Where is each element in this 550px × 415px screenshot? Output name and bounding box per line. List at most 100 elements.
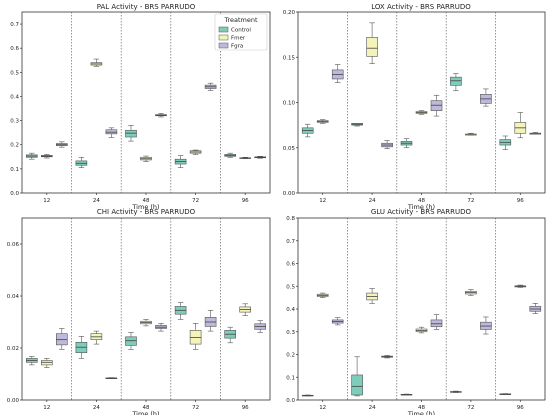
box-fgra-48 [430,94,443,117]
box-fgra-72 [480,316,492,335]
y-tick-label: 0.05 [283,146,296,152]
box-fgra-96 [254,320,266,333]
y-tick-label: 0.02 [7,346,19,352]
x-tick-label: 48 [143,198,150,204]
box-fmer-24 [90,330,103,345]
panel-glu: GLU Activity - BRS PARRUDO 0.0 0.1 0.2 0.3 0.… [286,208,546,415]
x-tick-label: 48 [418,405,425,411]
x-tick-label: 96 [517,198,524,204]
x-tick-label: 24 [93,198,100,204]
box-fmer-24 [90,58,103,67]
box-fgra-24 [381,355,393,359]
box-fmer-72 [465,132,477,136]
legend-swatch-fgra [218,42,229,49]
box-fgra-12 [55,141,68,148]
box-fmer-96 [514,112,527,139]
y-tick-label: 0.0 [286,398,295,404]
x-tick-label: 12 [43,405,50,411]
box-fmer-12 [316,292,329,298]
box-fgra-96 [529,303,542,314]
x-tick-label: 24 [369,198,376,204]
y-tick-label: 0.4 [286,307,295,313]
legend-frame [214,13,268,51]
box-control-12 [25,356,38,366]
box-control-24 [351,356,363,397]
x-tick-label: 72 [192,405,199,411]
box-control-12 [25,152,38,160]
x-axis-label: Time (h) [131,203,159,211]
x-tick-label: 12 [43,198,50,204]
box-fgra-12 [331,317,344,326]
box-fmer-12 [40,358,53,368]
chart-title: CHI Activity - BRS PARRUDO [97,208,196,216]
y-tick-label: 0.5 [286,284,295,290]
box-fgra-96 [254,156,266,159]
box-body [430,319,443,328]
box-fgra-72 [204,309,217,332]
x-tick-label: 96 [517,405,524,411]
x-tick-label: 72 [467,198,474,204]
box-fgra-72 [204,82,217,91]
box-fmer-24 [366,22,378,64]
box-fgra-48 [155,322,167,332]
y-tick-label: 0.3 [286,330,295,336]
panel-chi: CHI Activity - BRS PARRUDO 0.00 0.02 0.04 0.… [7,208,271,415]
y-tick-label: 0.00 [7,398,20,404]
box-fmer-96 [239,156,251,160]
y-tick-label: 0.7 [286,239,295,245]
y-tick-label: 0.0 [10,191,19,197]
x-tick-label: 12 [319,405,326,411]
box-fmer-48 [140,155,152,162]
x-tick-label: 12 [319,198,326,204]
box-fmer-12 [316,119,329,124]
y-tick-label: 0.6 [286,262,295,268]
y-tick-label: 0.3 [10,119,19,125]
axes-frame [21,217,271,401]
x-tick-label: 24 [369,405,376,411]
box-body [450,76,462,86]
x-tick-label: 96 [242,405,249,411]
box-control-12 [301,394,314,397]
legend-entry-fmer: Fmer [231,36,246,42]
box-fmer-24 [366,288,378,304]
box-fgra-48 [430,314,443,330]
box-control-48 [400,393,413,396]
y-tick-label: 0.15 [283,55,296,61]
axes-frame [297,11,546,194]
x-tick-label: 48 [418,198,425,204]
x-tick-label: 72 [192,198,199,204]
box-body [366,37,378,57]
x-axis-label: Time (h) [131,410,159,415]
x-axis-label: Time (h) [407,410,435,415]
box-fmer-72 [189,149,202,155]
y-tick-label: 0.00 [283,191,296,197]
box-control-12 [301,123,314,138]
y-tick-label: 0.2 [10,143,19,149]
y-tick-label: 0.8 [286,216,295,222]
y-tick-label: 0.10 [283,101,296,107]
legend-title: Treatment [223,16,258,24]
y-tick-label: 0.20 [283,10,296,16]
x-axis-label: Time (h) [407,203,435,211]
legend: Treatment Control Fmer Fgra [214,13,268,51]
box-fgra-24 [105,127,118,138]
box-fgra-96 [529,132,542,135]
box-control-48 [400,138,413,149]
chart-title: PAL Activity - BRS PARRUDO [97,3,196,11]
panel-lox: LOX Activity - BRS PARRUDO 0.00 0.05 0.10 0.… [283,3,546,211]
box-fgra-24 [381,140,393,149]
box-body [351,374,363,396]
panel-pal: PAL Activity - BRS PARRUDO 0.0 0.1 0.2 0.3 0.… [10,3,271,211]
x-tick-label: 48 [143,405,150,411]
box-control-24 [75,156,88,168]
y-tick-label: 0.1 [10,167,19,173]
box-fmer-48 [415,110,428,115]
box-control-96 [224,326,236,344]
box-fgra-12 [331,64,344,83]
box-fmer-48 [140,319,152,327]
legend-entry-control: Control [231,28,251,34]
box-fmer-96 [239,303,251,316]
y-tick-label: 0.06 [7,242,20,248]
box-fmer-72 [189,322,202,350]
